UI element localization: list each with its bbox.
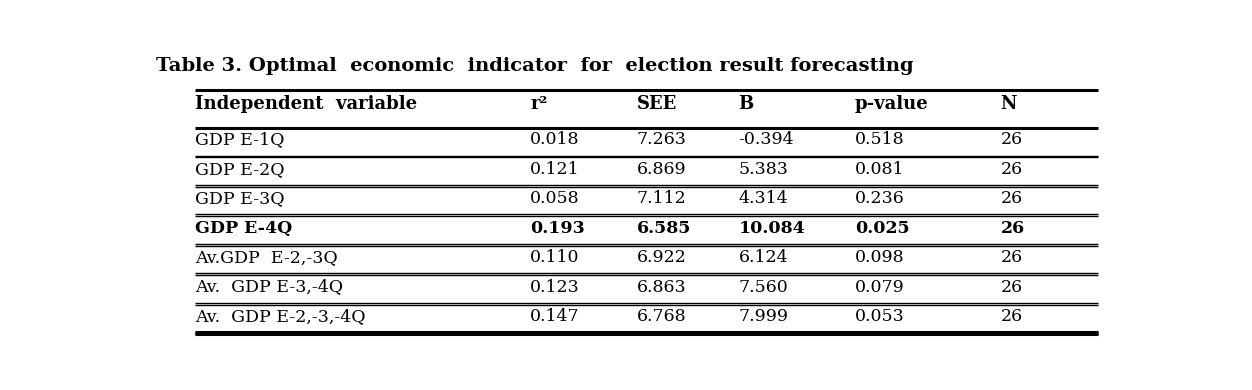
Text: B: B bbox=[739, 95, 754, 113]
Text: 26: 26 bbox=[1000, 161, 1023, 178]
Text: 6.869: 6.869 bbox=[637, 161, 686, 178]
Text: -0.394: -0.394 bbox=[739, 131, 794, 149]
Text: 0.236: 0.236 bbox=[855, 190, 905, 207]
Text: 26: 26 bbox=[1000, 308, 1023, 325]
Text: p-value: p-value bbox=[855, 95, 929, 113]
Text: 0.098: 0.098 bbox=[855, 249, 905, 266]
Text: 7.112: 7.112 bbox=[637, 190, 686, 207]
Text: Table 3. Optimal  economic  indicator  for  election result forecasting: Table 3. Optimal economic indicator for … bbox=[156, 57, 914, 75]
Text: 0.518: 0.518 bbox=[855, 131, 905, 149]
Text: 0.121: 0.121 bbox=[530, 161, 580, 178]
Text: 6.922: 6.922 bbox=[637, 249, 686, 266]
Text: GDP E-4Q: GDP E-4Q bbox=[195, 220, 293, 237]
Text: Av.GDP  E-2,-3Q: Av.GDP E-2,-3Q bbox=[195, 249, 338, 266]
Text: 0.123: 0.123 bbox=[530, 278, 580, 296]
Text: Independent  variable: Independent variable bbox=[195, 95, 417, 113]
Text: 0.193: 0.193 bbox=[530, 220, 585, 237]
Text: 7.263: 7.263 bbox=[637, 131, 686, 149]
Text: 26: 26 bbox=[1000, 249, 1023, 266]
Text: 7.560: 7.560 bbox=[739, 278, 789, 296]
Text: GDP E-1Q: GDP E-1Q bbox=[195, 131, 284, 149]
Text: 0.081: 0.081 bbox=[855, 161, 905, 178]
Text: 26: 26 bbox=[1000, 220, 1025, 237]
Text: GDP E-3Q: GDP E-3Q bbox=[195, 190, 285, 207]
Text: 26: 26 bbox=[1000, 190, 1023, 207]
Text: 26: 26 bbox=[1000, 278, 1023, 296]
Text: 6.124: 6.124 bbox=[739, 249, 789, 266]
Text: 5.383: 5.383 bbox=[739, 161, 789, 178]
Text: 0.025: 0.025 bbox=[855, 220, 910, 237]
Text: 0.079: 0.079 bbox=[855, 278, 905, 296]
Text: N: N bbox=[1000, 95, 1017, 113]
Text: 10.084: 10.084 bbox=[739, 220, 805, 237]
Text: r²: r² bbox=[530, 95, 547, 113]
Text: 0.053: 0.053 bbox=[855, 308, 905, 325]
Text: 4.314: 4.314 bbox=[739, 190, 789, 207]
Text: 0.058: 0.058 bbox=[530, 190, 580, 207]
Text: Av.  GDP E-2,-3,-4Q: Av. GDP E-2,-3,-4Q bbox=[195, 308, 366, 325]
Text: 6.585: 6.585 bbox=[637, 220, 691, 237]
Text: Av.  GDP E-3,-4Q: Av. GDP E-3,-4Q bbox=[195, 278, 343, 296]
Text: 0.110: 0.110 bbox=[530, 249, 580, 266]
Text: 26: 26 bbox=[1000, 131, 1023, 149]
Text: 0.147: 0.147 bbox=[530, 308, 580, 325]
Text: 6.768: 6.768 bbox=[637, 308, 686, 325]
Text: GDP E-2Q: GDP E-2Q bbox=[195, 161, 285, 178]
Text: 6.863: 6.863 bbox=[637, 278, 686, 296]
Text: 7.999: 7.999 bbox=[739, 308, 789, 325]
Text: 0.018: 0.018 bbox=[530, 131, 580, 149]
Text: SEE: SEE bbox=[637, 95, 677, 113]
